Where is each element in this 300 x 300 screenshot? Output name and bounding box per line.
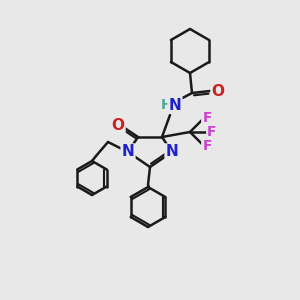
Text: H: H — [161, 98, 173, 112]
Text: F: F — [202, 111, 212, 125]
Text: O: O — [112, 118, 124, 133]
Text: N: N — [169, 98, 182, 112]
Text: F: F — [202, 139, 212, 153]
Text: F: F — [207, 125, 217, 139]
Text: O: O — [212, 83, 224, 98]
Text: N: N — [166, 145, 178, 160]
Text: N: N — [122, 145, 134, 160]
